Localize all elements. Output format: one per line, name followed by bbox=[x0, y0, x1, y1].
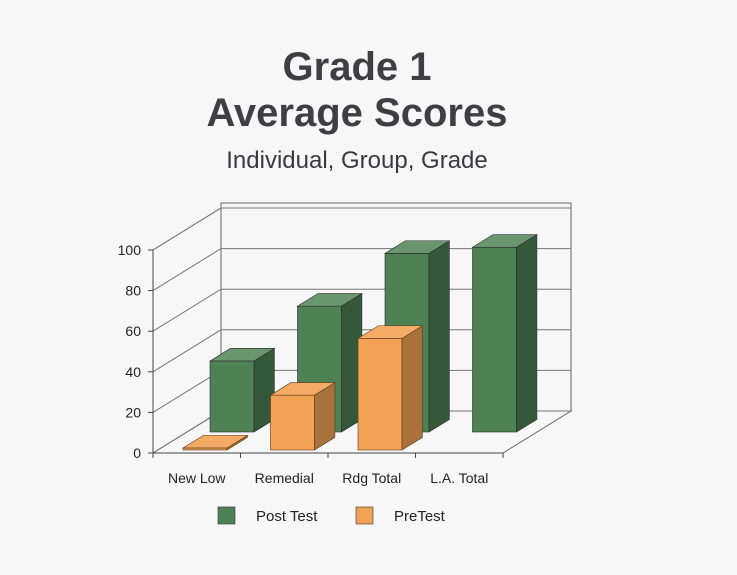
x-tick-label: L.A. Total bbox=[430, 470, 488, 486]
y-tick-label: 0 bbox=[133, 445, 141, 461]
gridline bbox=[152, 288, 571, 332]
pretest-bar bbox=[181, 434, 249, 451]
y-tick-label: 80 bbox=[125, 283, 141, 299]
post-test-bar-front bbox=[209, 360, 255, 433]
chart-subtitle: Individual, Group, Grade bbox=[226, 147, 488, 174]
chart-title-line-2: Average Scores bbox=[206, 91, 508, 135]
legend: Post Test PreTest bbox=[217, 506, 446, 525]
pretest-bar-front bbox=[270, 394, 315, 451]
pretest-bar-side bbox=[401, 325, 423, 451]
post-test-bar-top bbox=[471, 234, 538, 248]
pretest-bar-top bbox=[181, 435, 249, 449]
series-pretest bbox=[181, 325, 424, 451]
pretest-bar bbox=[269, 382, 336, 451]
pretest-bar-top bbox=[356, 325, 424, 339]
y-tick-label: 40 bbox=[125, 364, 141, 380]
y-tick-label: 100 bbox=[118, 242, 142, 258]
gridline bbox=[152, 248, 571, 292]
legend-swatch bbox=[217, 506, 236, 525]
title-block: Grade 1 Average Scores Individual, Group… bbox=[0, 44, 714, 176]
y-tick-label: 20 bbox=[125, 404, 141, 420]
post-test-bar-top bbox=[296, 293, 363, 307]
chart-title-line-1: Grade 1 bbox=[282, 45, 432, 89]
post-test-bar-side bbox=[516, 234, 538, 433]
pretest-bar-front bbox=[357, 338, 403, 451]
post-test-bar-top bbox=[383, 240, 451, 254]
pretest-bar-front bbox=[182, 447, 228, 451]
y-tick-label: 60 bbox=[125, 323, 141, 339]
series-post-test bbox=[208, 234, 538, 433]
post-test-bar bbox=[208, 347, 276, 433]
post-test-bar bbox=[296, 293, 363, 433]
x-tick-label: Rdg Total bbox=[342, 470, 401, 486]
post-test-bar bbox=[471, 234, 538, 433]
legend-label: Post Test bbox=[256, 508, 318, 525]
x-tick-label: Remedial bbox=[255, 470, 314, 486]
legend-label: PreTest bbox=[394, 508, 446, 525]
post-test-bar-front bbox=[472, 246, 517, 433]
pretest-bar bbox=[356, 325, 424, 451]
post-test-bar-side bbox=[428, 240, 450, 433]
gridline bbox=[152, 207, 571, 251]
legend-swatch bbox=[355, 506, 374, 525]
pretest-bar-top bbox=[269, 382, 336, 396]
x-tick-label: New Low bbox=[168, 470, 226, 486]
post-test-bar-top bbox=[208, 348, 276, 362]
gridline bbox=[152, 329, 571, 373]
